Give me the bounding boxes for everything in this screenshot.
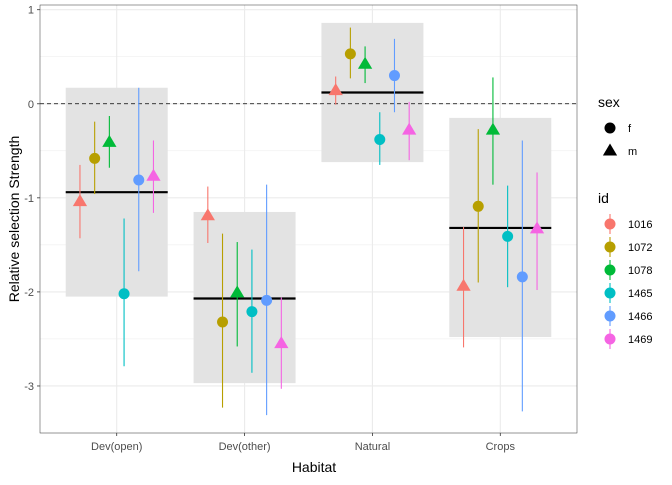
data-point-circle	[261, 294, 273, 306]
legend-sex-label: f	[628, 123, 632, 135]
data-point-circle	[246, 306, 258, 318]
x-tick-label: Dev(other)	[219, 441, 271, 453]
legend-id-point-key	[604, 264, 616, 276]
legend-id-label: 1072	[628, 242, 652, 254]
x-tick-label: Crops	[486, 441, 516, 453]
data-point-circle	[217, 316, 229, 328]
data-point-circle	[388, 70, 400, 82]
legend-id-point-key	[604, 310, 616, 322]
data-point-triangle	[146, 168, 161, 181]
legend-id-label: 1016	[628, 219, 652, 231]
data-point-triangle	[485, 122, 501, 135]
data-point-triangle	[529, 221, 545, 234]
y-tick-label: -2	[24, 287, 34, 299]
data-points	[72, 48, 545, 349]
data-point-circle	[344, 48, 356, 60]
legend-id: id 1016 1072 1078 1465 1466 1469	[598, 190, 652, 349]
legend-triangle-key	[602, 143, 618, 156]
legend-id-label: 1469	[628, 334, 652, 346]
legend-id-point-key	[604, 218, 616, 230]
legend-circle-key	[604, 122, 616, 134]
data-point-triangle	[200, 208, 215, 221]
data-point-triangle	[328, 83, 343, 96]
data-point-triangle	[456, 278, 471, 291]
data-point-circle	[472, 200, 484, 212]
data-point-circle	[89, 152, 101, 164]
x-tick-label: Natural	[355, 441, 390, 453]
y-axis-label: Relative selection Strength	[6, 136, 22, 303]
y-tick-label: -3	[24, 381, 34, 393]
legend-id-title: id	[598, 190, 609, 206]
y-axis-ticks: 1 0 -1 -2 -3	[24, 5, 40, 393]
panel-border	[39, 4, 578, 434]
x-tick-label: Dev(open)	[91, 441, 142, 453]
legend-id-point-key	[604, 287, 616, 299]
legend-sex: sex fm	[598, 94, 637, 158]
data-point-triangle	[402, 122, 417, 135]
x-axis-label: Habitat	[292, 459, 336, 475]
x-axis-ticks: Dev(open) Dev(other) Natural Crops	[91, 433, 515, 453]
legend-id-label: 1466	[628, 311, 652, 323]
data-point-circle	[516, 271, 528, 283]
data-point-triangle	[102, 134, 117, 147]
data-point-circle	[374, 134, 386, 146]
data-point-circle	[118, 288, 130, 300]
legend-id-label: 1465	[628, 288, 652, 300]
data-point-circle	[502, 230, 514, 242]
data-point-triangle	[274, 336, 289, 349]
data-point-triangle	[72, 194, 88, 207]
legend-id-point-key	[604, 241, 616, 253]
y-tick-label: 1	[28, 5, 34, 17]
data-point-triangle	[357, 56, 373, 69]
y-tick-label: 0	[28, 99, 34, 111]
legend-id-point-key	[604, 333, 616, 345]
data-point-triangle	[230, 285, 245, 298]
legend-sex-title: sex	[598, 94, 620, 110]
legend-sex-label: m	[628, 146, 637, 158]
data-point-circle	[133, 174, 145, 186]
y-tick-label: -1	[24, 193, 34, 205]
legend-id-label: 1078	[628, 265, 652, 277]
